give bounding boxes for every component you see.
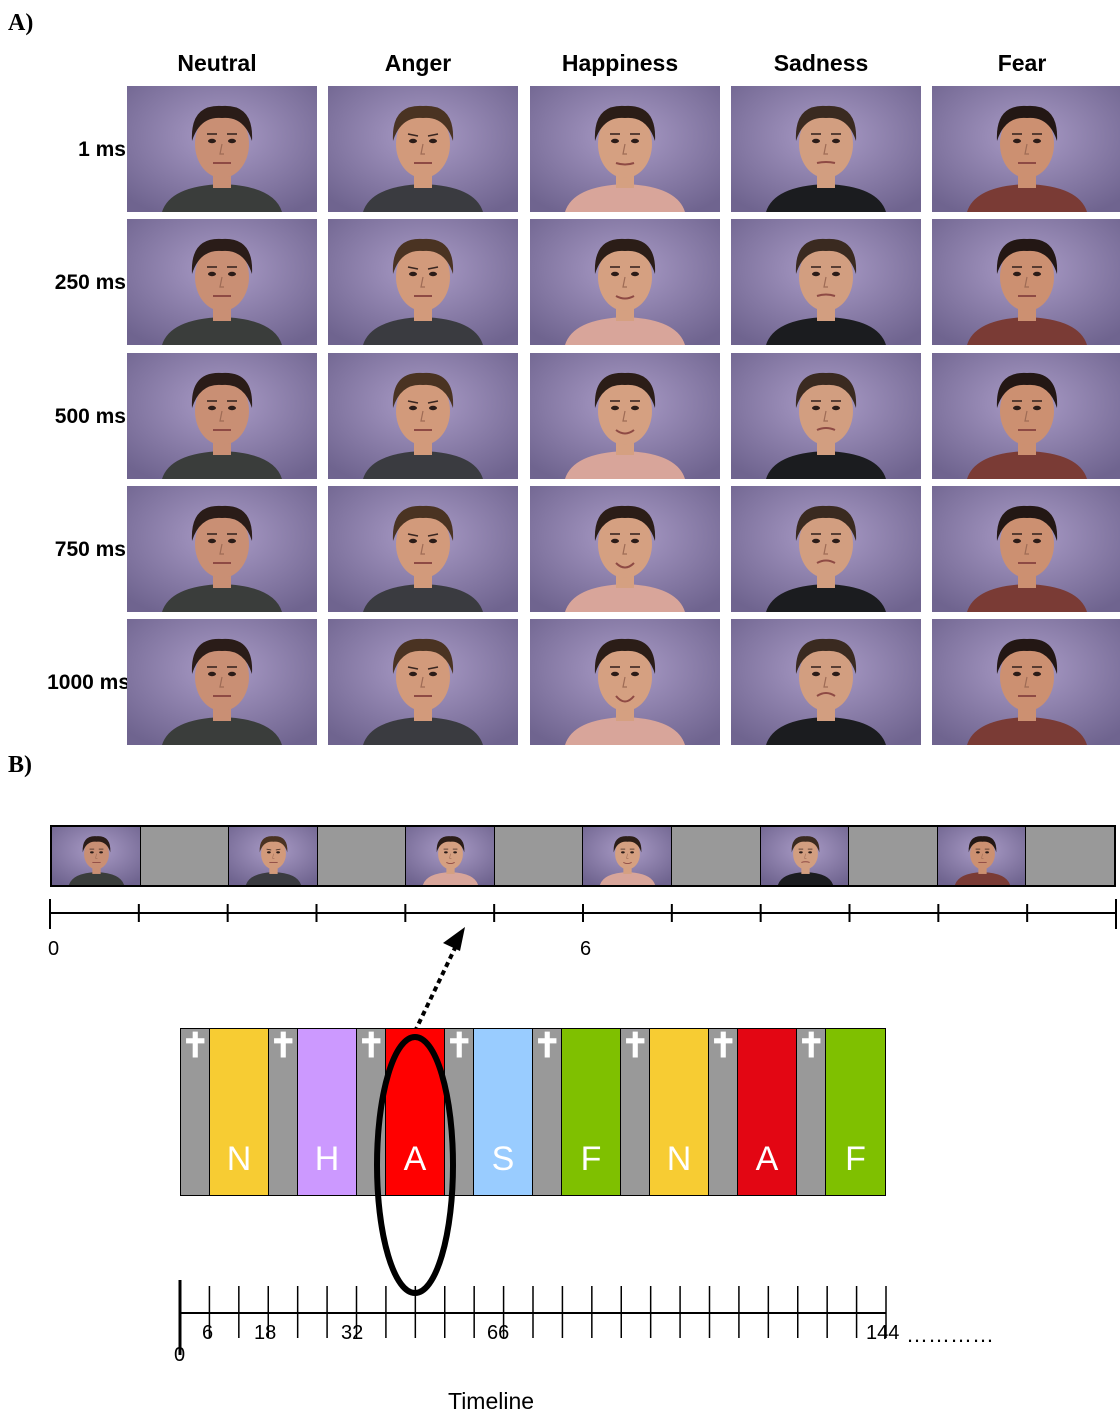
stimulus-strip — [50, 825, 1116, 887]
fixation-cross-icon: ✝ — [533, 1027, 562, 1065]
timeline-tick-label-144: 144 — [866, 1322, 900, 1344]
face-happiness-250ms — [530, 219, 720, 345]
fixation-block: ✝ — [357, 1029, 386, 1195]
emotion-block-h: H — [298, 1029, 357, 1195]
face-fear-250ms — [932, 219, 1120, 345]
face-anger-500ms — [328, 353, 518, 479]
fixation-cross-icon: ✝ — [621, 1027, 650, 1065]
emotion-letter: S — [491, 1140, 515, 1178]
face-sadness-1ms — [731, 86, 921, 212]
strip-axis — [49, 899, 1117, 929]
emotion-letter: A — [403, 1140, 427, 1178]
strip-tick-label-6: 6 — [580, 938, 592, 960]
panel-a-label: A) — [8, 10, 34, 36]
face-anger-750ms — [328, 486, 518, 612]
strip-face-frame — [583, 827, 673, 885]
row-header-500ms: 500 ms — [54, 405, 126, 428]
fixation-cross-icon: ✝ — [181, 1027, 210, 1065]
emotion-letter: F — [580, 1140, 602, 1178]
fixation-block: ✝ — [709, 1029, 738, 1195]
emotion-block-f: F — [826, 1029, 885, 1195]
row-header-250ms: 250 ms — [54, 271, 126, 294]
timeline-tick-label-32: 32 — [341, 1322, 364, 1344]
face-happiness-1ms — [530, 86, 720, 212]
timeline-axis — [178, 1280, 887, 1355]
strip-blank-frame — [672, 827, 761, 885]
timeline-tick-label-18: 18 — [254, 1322, 277, 1344]
timeline-ellipsis: ………… — [906, 1322, 994, 1347]
strip-blank-frame — [140, 827, 230, 885]
face-neutral-750ms — [127, 486, 317, 612]
timeline-caption: Timeline — [448, 1388, 535, 1414]
strip-blank-frame — [849, 827, 938, 885]
strip-face-frame — [406, 827, 495, 885]
face-sadness-750ms — [731, 486, 921, 612]
emotion-sequence: ✝ N ✝ H ✝ A ✝ S ✝ F ✝ N ✝ A ✝ F — [180, 1028, 886, 1196]
strip-face-frame — [52, 827, 141, 885]
face-neutral-1000ms — [127, 619, 317, 745]
fixation-block: ✝ — [797, 1029, 826, 1195]
strip-face-frame — [760, 827, 850, 885]
face-sadness-1000ms — [731, 619, 921, 745]
face-sadness-500ms — [731, 353, 921, 479]
timeline-tick-label-66: 66 — [487, 1322, 510, 1344]
face-fear-1ms — [932, 86, 1120, 212]
strip-blank-frame — [494, 827, 584, 885]
strip-blank-frame — [1026, 827, 1114, 885]
fixation-block: ✝ — [181, 1029, 210, 1195]
column-header-fear: Fear — [997, 50, 1047, 76]
strip-tick-label-0: 0 — [48, 938, 60, 960]
emotion-block-n: N — [210, 1029, 269, 1195]
face-sadness-250ms — [731, 219, 921, 345]
timeline-tick-label-0: 0 — [174, 1344, 186, 1366]
strip-face-frame — [937, 827, 1027, 885]
face-anger-1000ms — [328, 619, 518, 745]
face-neutral-1ms — [127, 86, 317, 212]
panel-b-label: B) — [8, 752, 32, 778]
timeline-tick-label-6: 6 — [202, 1322, 214, 1344]
fixation-cross-icon: ✝ — [269, 1027, 298, 1065]
fixation-cross-icon: ✝ — [797, 1027, 826, 1065]
row-header-750ms: 750 ms — [54, 538, 126, 561]
emotion-block-s: S — [474, 1029, 533, 1195]
fixation-block: ✝ — [269, 1029, 298, 1195]
strip-face-frame — [229, 827, 318, 885]
emotion-block-f: F — [562, 1029, 621, 1195]
emotion-block-a: A — [738, 1029, 797, 1195]
emotion-letter: N — [666, 1140, 692, 1178]
face-fear-1000ms — [932, 619, 1120, 745]
fixation-cross-icon: ✝ — [445, 1027, 474, 1065]
emotion-block-n: N — [650, 1029, 709, 1195]
column-header-happiness: Happiness — [561, 50, 679, 76]
face-happiness-750ms — [530, 486, 720, 612]
face-anger-250ms — [328, 219, 518, 345]
strip-blank-frame — [317, 827, 407, 885]
face-fear-500ms — [932, 353, 1120, 479]
face-anger-1ms — [328, 86, 518, 212]
face-neutral-500ms — [127, 353, 317, 479]
row-header-1000ms: 1000 ms — [47, 671, 130, 694]
face-neutral-250ms — [127, 219, 317, 345]
face-fear-750ms — [932, 486, 1120, 612]
fixation-cross-icon: ✝ — [709, 1027, 738, 1065]
emotion-letter: H — [314, 1140, 340, 1178]
emotion-letter: A — [755, 1140, 779, 1178]
face-happiness-500ms — [530, 353, 720, 479]
fixation-block: ✝ — [533, 1029, 562, 1195]
emotion-letter: N — [226, 1140, 252, 1178]
fixation-cross-icon: ✝ — [357, 1027, 386, 1065]
column-header-sadness: Sadness — [773, 50, 869, 76]
column-header-neutral: Neutral — [177, 50, 257, 76]
emotion-letter: F — [845, 1140, 866, 1178]
row-header-1ms: 1 ms — [78, 138, 126, 161]
face-happiness-1000ms — [530, 619, 720, 745]
fixation-block: ✝ — [445, 1029, 474, 1195]
column-header-anger: Anger — [384, 50, 452, 76]
fixation-block: ✝ — [621, 1029, 650, 1195]
